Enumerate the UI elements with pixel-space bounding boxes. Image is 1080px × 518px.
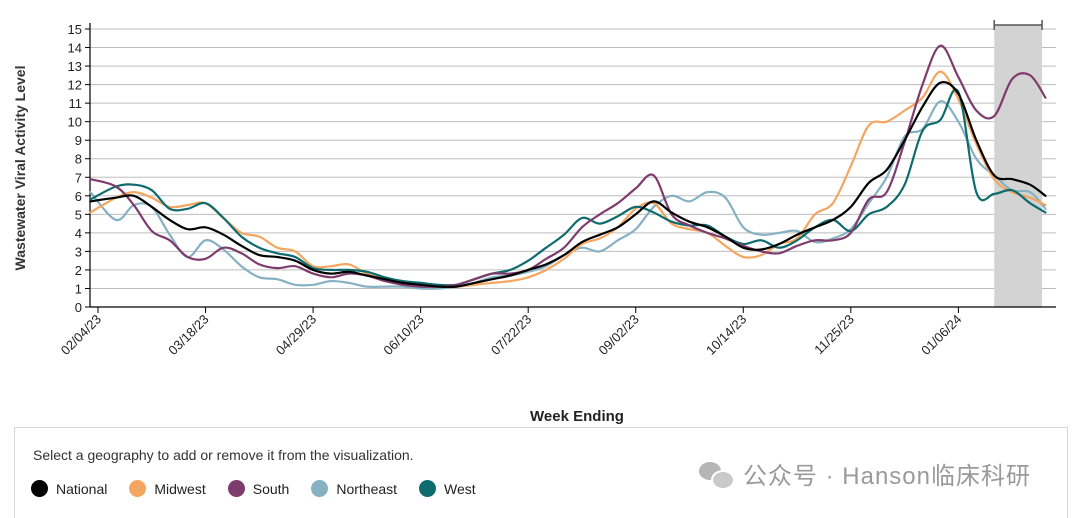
legend-dot-northeast — [311, 480, 329, 497]
legend-label-national: National — [56, 480, 108, 497]
legend-dot-midwest — [129, 480, 147, 497]
watermark-text: 公众号 · Hanson临床科研 — [742, 463, 1031, 490]
y-tick-label: 15 — [68, 22, 82, 37]
legend-label-south: South — [252, 480, 290, 497]
legend-label-midwest: Midwest — [154, 480, 206, 497]
x-tick-label: 07/22/23 — [488, 312, 534, 358]
x-tick-label: 10/14/23 — [703, 312, 749, 358]
shaded-provisional-region — [994, 25, 1043, 307]
series-line-midwest — [89, 70, 1047, 288]
y-tick-label: 11 — [69, 96, 83, 111]
wechat-icon — [698, 460, 735, 490]
series-line-west — [89, 88, 1047, 287]
legend-panel: Select a geography to add or remove it f… — [14, 427, 1068, 518]
x-tick-label: 06/10/23 — [380, 312, 426, 358]
x-tick-label: 04/29/23 — [273, 312, 319, 358]
legend-instruction: Select a geography to add or remove it f… — [33, 447, 414, 463]
x-tick-label: 09/02/23 — [595, 312, 641, 358]
y-tick-label: 1 — [75, 281, 82, 296]
y-tick-label: 7 — [75, 170, 82, 185]
y-tick-label: 13 — [68, 59, 82, 74]
y-axis-label: Wastewater Viral Activity Level — [12, 66, 28, 271]
y-tick-label: 9 — [75, 133, 82, 148]
legend-label-northeast: Northeast — [336, 480, 398, 497]
y-tick-label: 8 — [75, 152, 82, 167]
y-tick-label: 4 — [75, 226, 82, 241]
legend-dot-west — [419, 480, 437, 497]
shaded-region-bracket — [993, 20, 1043, 30]
x-tick-label: 11/25/23 — [811, 312, 857, 358]
y-tick-label: 3 — [75, 244, 82, 259]
y-tick-label: 0 — [75, 300, 82, 315]
y-tick-label: 12 — [68, 78, 82, 93]
legend-item-west[interactable]: West — [419, 480, 476, 497]
y-tick-label: 2 — [75, 263, 82, 278]
y-tick-label: 6 — [75, 189, 82, 204]
x-tick-label: 02/04/23 — [58, 312, 104, 358]
series-line-south — [89, 44, 1047, 288]
legend-dot-south — [227, 480, 245, 497]
x-tick-label: 01/06/24 — [918, 312, 964, 358]
legend-item-midwest[interactable]: Midwest — [129, 480, 206, 497]
legend-item-northeast[interactable]: Northeast — [311, 480, 397, 497]
series-layer — [89, 44, 1047, 290]
legend-items: National Midwest South Northeast West — [31, 480, 498, 497]
grid-layer — [90, 28, 1056, 308]
legend-label-west: West — [444, 480, 476, 497]
legend-item-south[interactable]: South — [227, 480, 290, 497]
legend-item-national[interactable]: National — [31, 480, 107, 497]
x-tick-label: 03/18/23 — [165, 312, 211, 358]
series-line-northeast — [89, 100, 1047, 290]
watermark: 公众号 · Hanson临床科研 — [698, 456, 1031, 491]
series-line-national — [89, 81, 1047, 289]
y-tick-label: 14 — [68, 41, 82, 56]
y-tick-label: 10 — [68, 115, 82, 130]
legend-dot-national — [31, 480, 48, 497]
y-tick-label: 5 — [75, 207, 82, 222]
x-axis-label: Week Ending — [530, 408, 624, 425]
